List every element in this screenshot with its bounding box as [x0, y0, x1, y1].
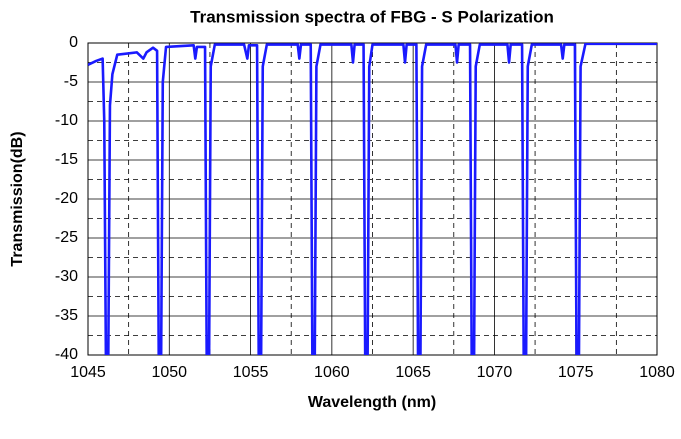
- y-tick-label: -25: [55, 229, 78, 246]
- y-tick-label: -5: [64, 73, 78, 90]
- plot-frame: [87, 42, 658, 356]
- spectrum-line: [88, 43, 657, 355]
- x-tick-label: 1075: [558, 364, 594, 381]
- y-tick-label: -35: [55, 307, 78, 324]
- y-tick-label: -30: [55, 268, 78, 285]
- x-tick-label: 1065: [395, 364, 431, 381]
- y-tick-label: -15: [55, 151, 78, 168]
- x-tick-label: 1055: [233, 364, 269, 381]
- y-tick-label: -10: [55, 112, 78, 129]
- chart-title: Transmission spectra of FBG - S Polariza…: [190, 7, 554, 26]
- y-tick-label: 0: [69, 34, 78, 51]
- x-tick-label: 1060: [314, 364, 350, 381]
- y-axis-label: Transmission(dB): [9, 131, 26, 266]
- x-axis-label: Wavelength (nm): [308, 394, 436, 411]
- x-tick-label: 1070: [477, 364, 513, 381]
- x-tick-label: 1080: [639, 364, 675, 381]
- x-tick-label: 1045: [70, 364, 106, 381]
- x-tick-label: 1050: [151, 364, 187, 381]
- y-tick-label: -20: [55, 190, 78, 207]
- y-tick-label: -40: [55, 346, 78, 363]
